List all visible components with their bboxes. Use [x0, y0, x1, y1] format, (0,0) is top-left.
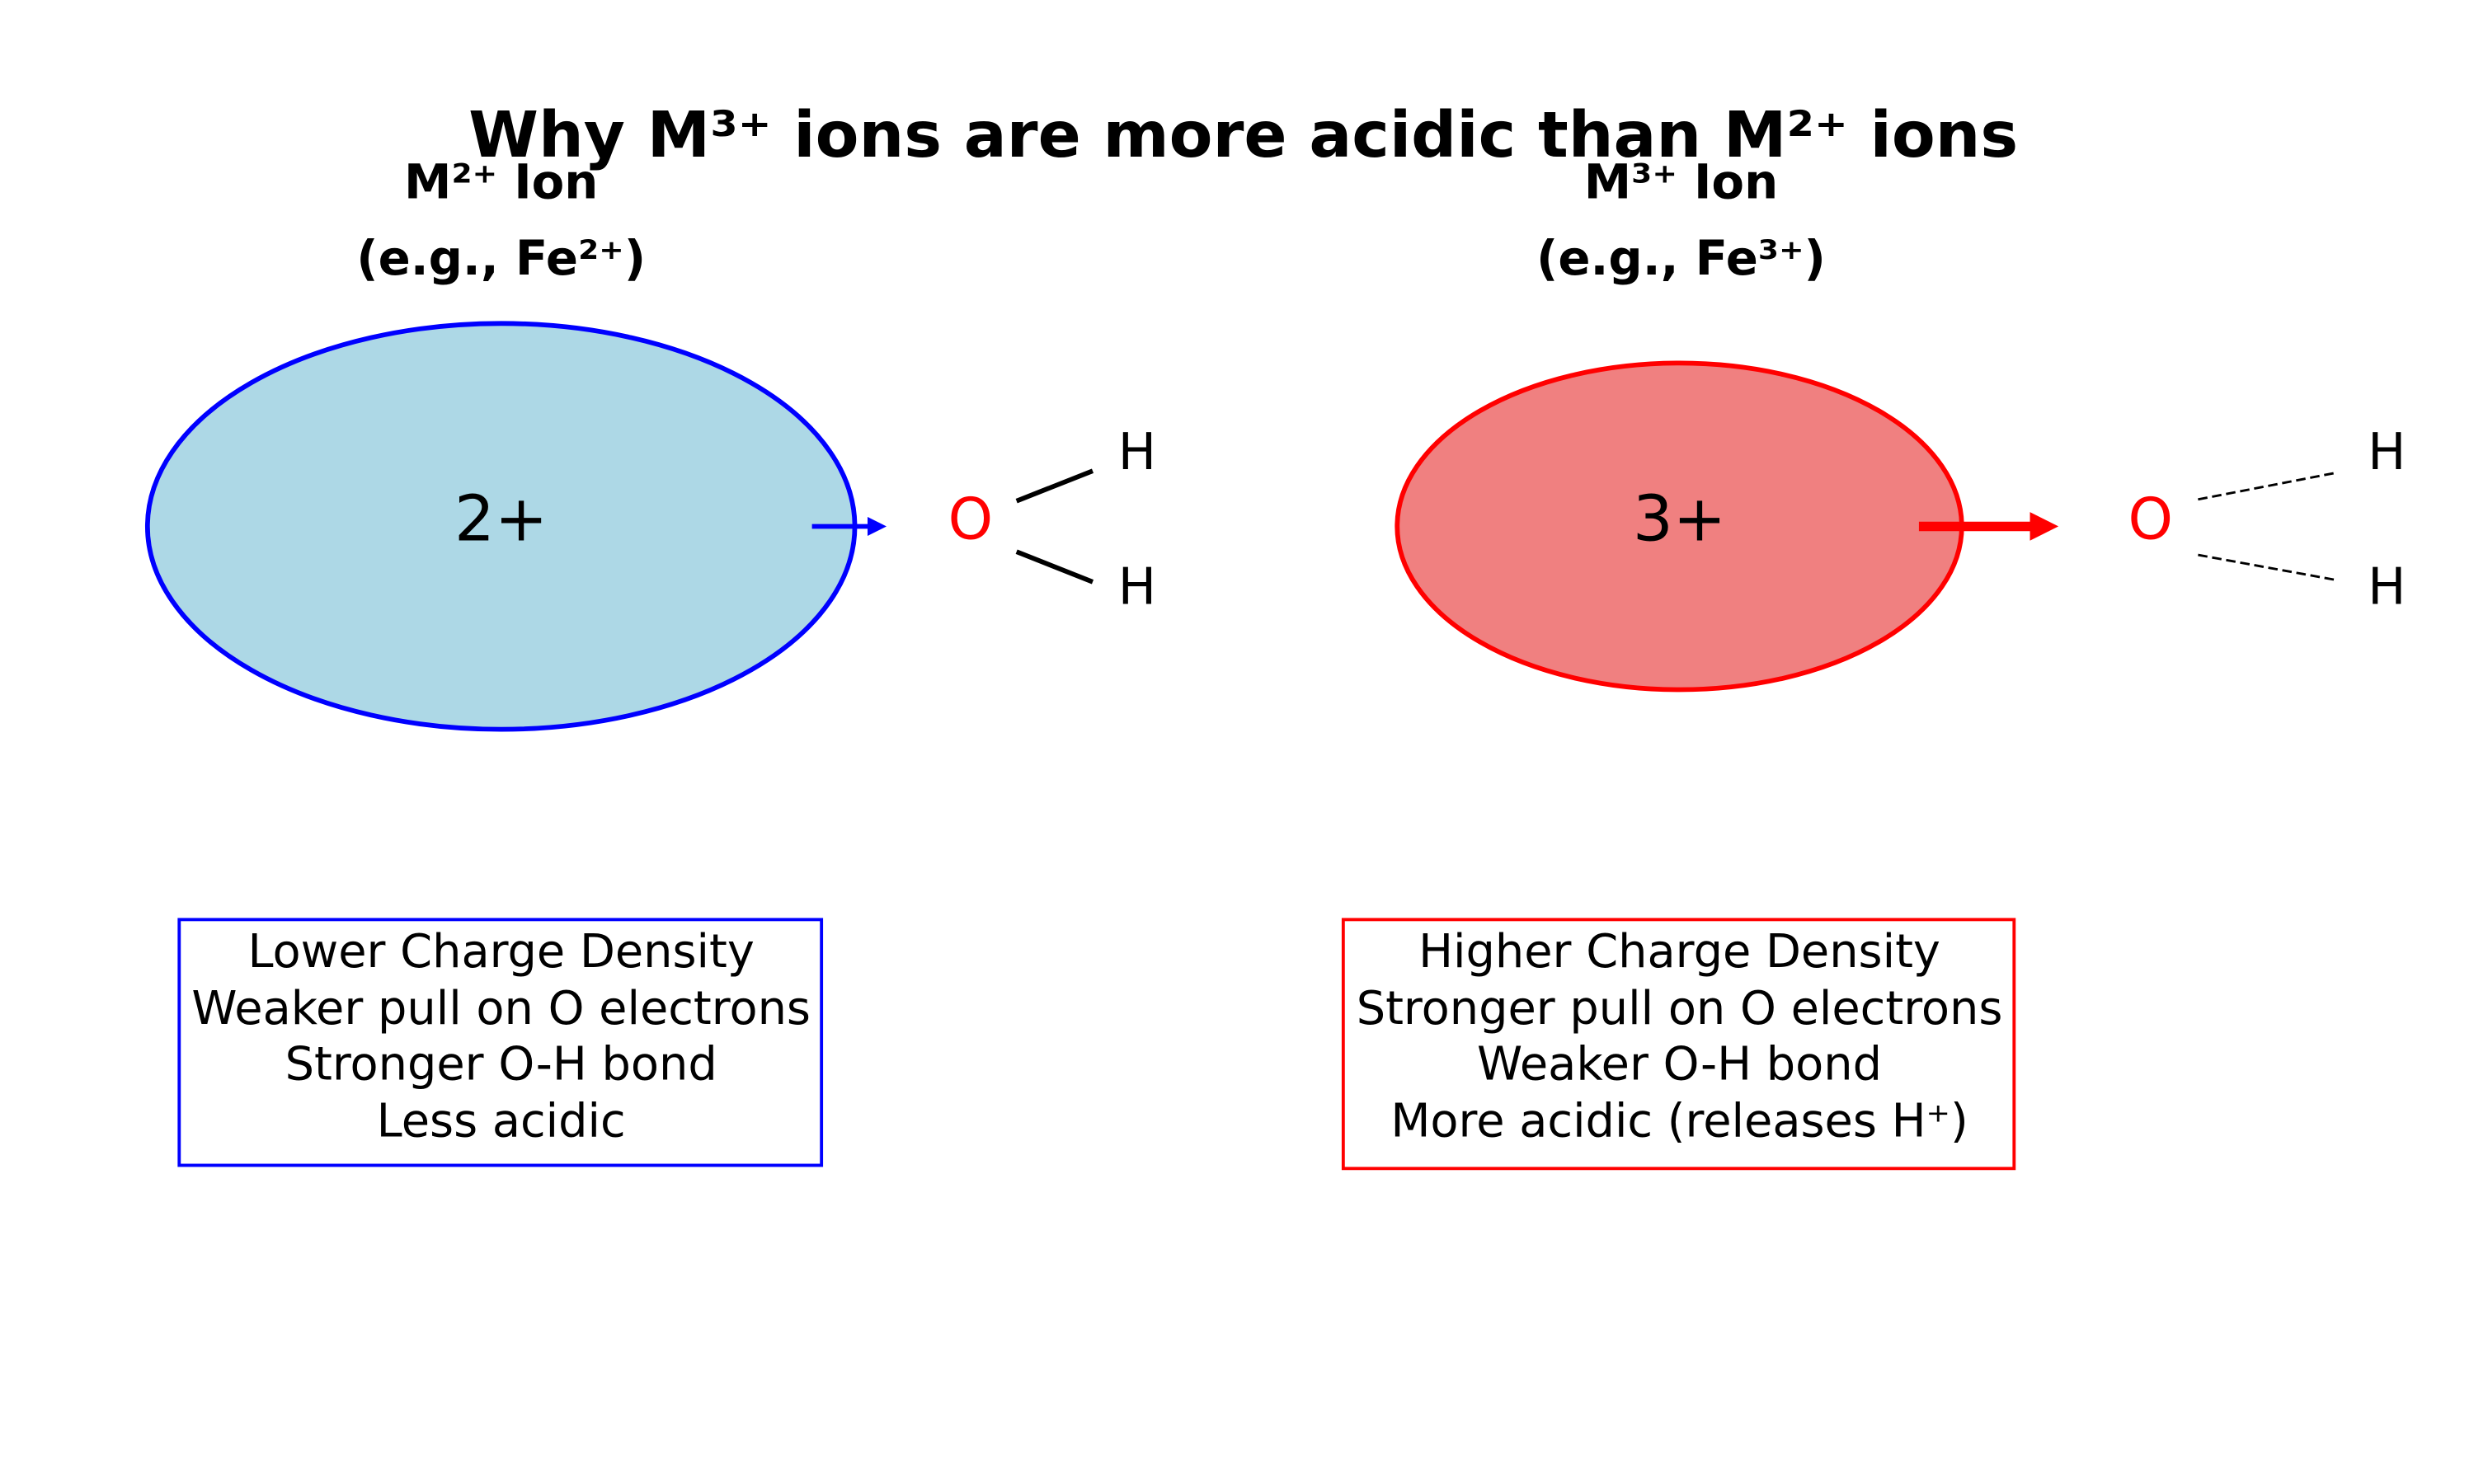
note-line: Weaker pull on O electrons: [191, 982, 811, 1036]
note-box: [1341, 918, 2016, 1171]
oxygen-label: O: [2128, 487, 2172, 553]
note-box: [177, 918, 824, 1167]
panel-header: M³⁺ Ion: [1584, 154, 1778, 210]
title: Why M³⁺ ions are more acidic than M²⁺ io…: [468, 99, 2018, 172]
oh-bond: [1015, 549, 1094, 585]
hydrogen-label: H: [1118, 422, 1156, 481]
note-line: Stronger pull on O electrons: [1357, 982, 2003, 1036]
charge-label: 3+: [1633, 483, 1726, 556]
note-line: Stronger O-H bond: [285, 1037, 717, 1091]
oh-bond: [1015, 468, 1094, 504]
oh-bond: [2198, 553, 2338, 582]
note-line: Lower Charge Density: [247, 925, 754, 979]
note-line: Weaker O-H bond: [1477, 1037, 1882, 1091]
hydrogen-label: H: [1118, 556, 1156, 616]
charge-label: 2+: [454, 483, 548, 556]
panel-header: M²⁺ Ion: [404, 154, 598, 210]
oh-bond: [2198, 471, 2338, 501]
hydrogen-label: H: [2368, 422, 2406, 481]
panel-example: (e.g., Fe²⁺): [356, 230, 646, 286]
note-line: More acidic (releases H⁺): [1390, 1095, 1968, 1148]
panel-example: (e.g., Fe³⁺): [1536, 230, 1826, 286]
oxygen-label: O: [948, 487, 993, 553]
note-line: Higher Charge Density: [1418, 925, 1940, 979]
note-line: Less acidic: [377, 1095, 626, 1148]
hydrogen-label: H: [2368, 556, 2406, 616]
